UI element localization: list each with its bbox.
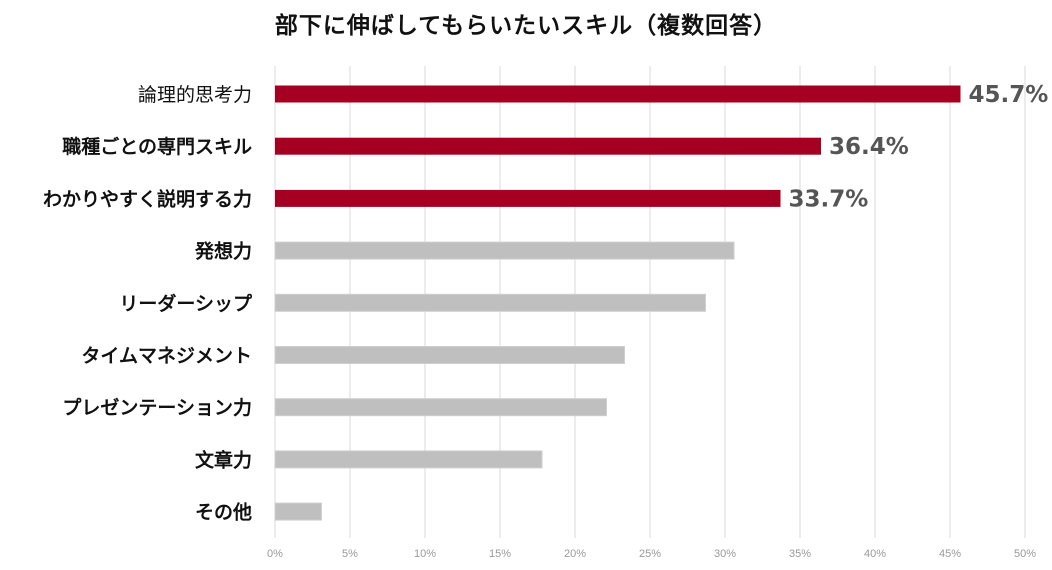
x-tick-label: 5% — [342, 548, 358, 560]
x-tick-label: 0% — [267, 548, 283, 560]
bar — [275, 189, 781, 207]
category-label: 論理的思考力 — [138, 84, 252, 106]
x-tick-label: 25% — [639, 548, 661, 560]
data-label: 36.4% — [829, 134, 909, 160]
category-label: 文章力 — [195, 448, 252, 471]
category-label: タイムマネジメント — [81, 345, 252, 367]
x-tick-label: 15% — [489, 548, 511, 560]
bar — [275, 85, 961, 103]
category-label: 職種ごとの専門スキル — [62, 135, 252, 158]
category-label: 発想力 — [194, 240, 252, 263]
category-label: その他 — [195, 501, 252, 524]
bar — [274, 241, 735, 260]
bar — [274, 502, 322, 521]
labels: 0% 5% 10% 15% 20% 25% 30% 35% 40% 45% 50% 論理的思考力 45.… — [43, 82, 1048, 560]
chart-title: 部下に伸ばしてもらいたいスキル（複数回答） — [274, 13, 778, 39]
category-label: リーダーシップ — [119, 292, 253, 315]
bar — [275, 137, 821, 155]
bar — [274, 398, 607, 417]
x-tick-label: 30% — [714, 548, 736, 560]
x-tick-label: 20% — [564, 548, 586, 560]
x-tick-label: 10% — [414, 548, 436, 560]
bar — [274, 293, 706, 312]
bars — [274, 85, 961, 521]
x-tick-label: 40% — [864, 548, 886, 560]
bar — [274, 346, 625, 364]
category-label: プレゼンテーション力 — [62, 396, 252, 419]
category-label: わかりやすく説明する力 — [43, 187, 252, 210]
x-tick-label: 35% — [789, 548, 811, 560]
bar — [274, 450, 543, 469]
x-tick-label: 50% — [1014, 548, 1036, 560]
data-label: 33.7% — [789, 186, 869, 212]
data-label: 45.7% — [969, 82, 1049, 108]
x-tick-label: 45% — [939, 548, 961, 560]
